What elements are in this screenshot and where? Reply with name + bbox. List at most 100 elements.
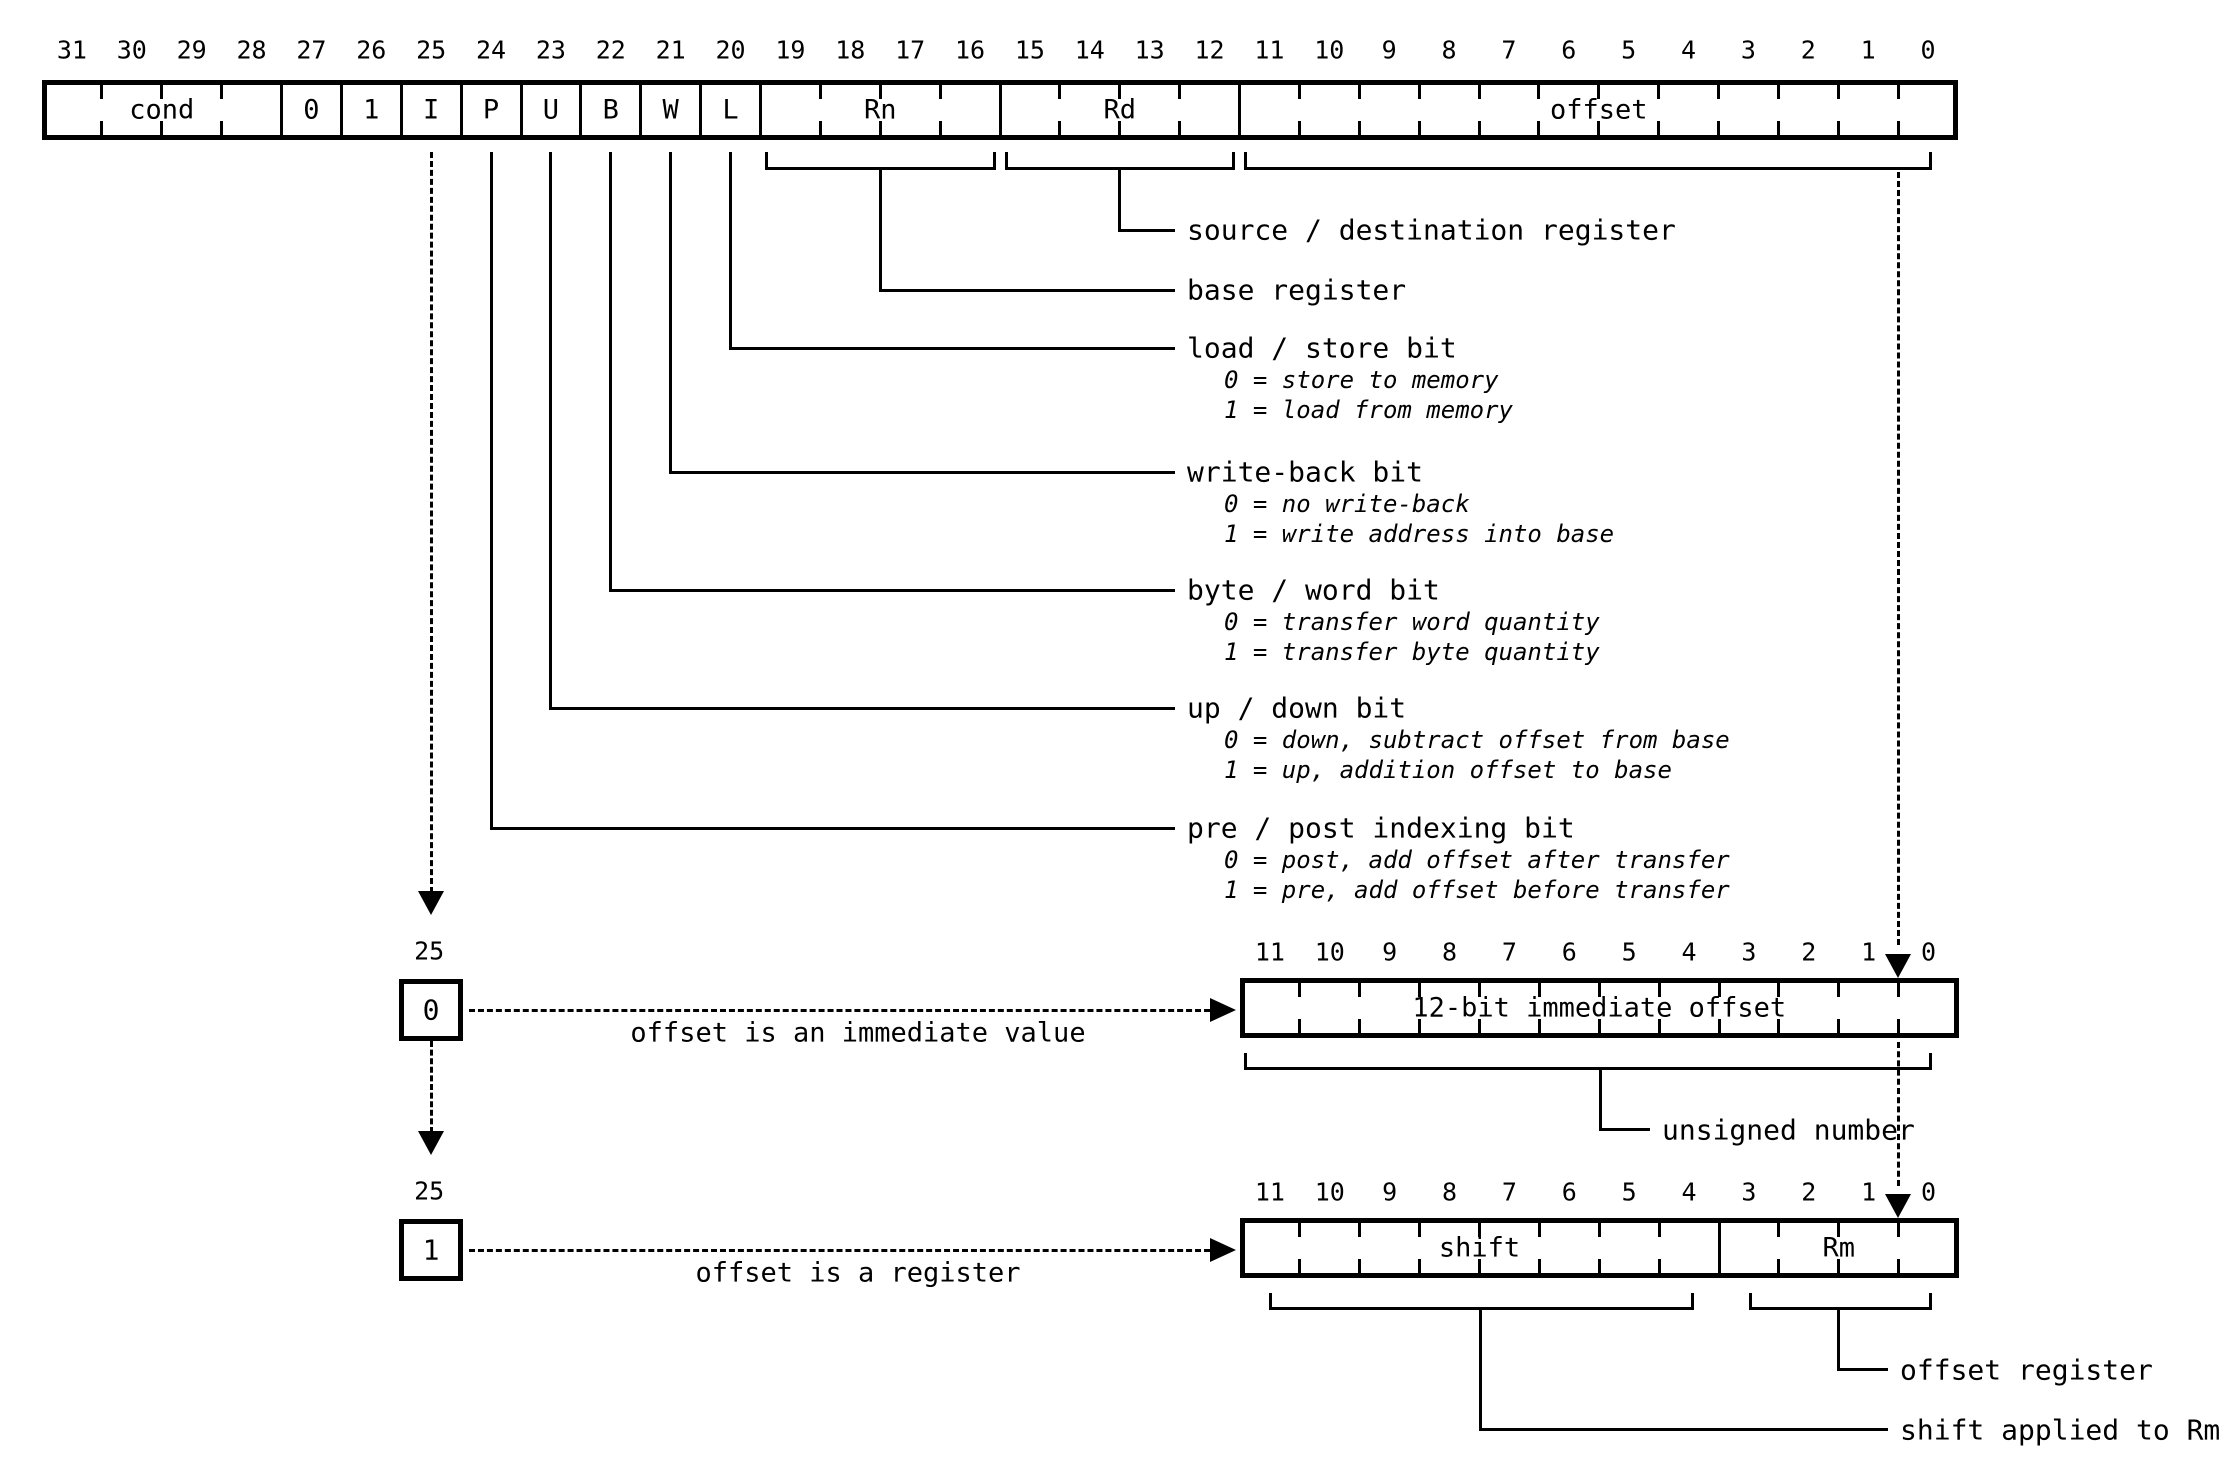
tick-mark bbox=[818, 85, 822, 99]
offset-register-line bbox=[1838, 1367, 1888, 1371]
arrow-down bbox=[1885, 954, 1911, 978]
arrow-right bbox=[1210, 998, 1236, 1022]
bit-label-top-3: 3 bbox=[1740, 35, 1756, 65]
field-divider bbox=[699, 85, 703, 135]
bracket-line bbox=[1750, 1306, 1930, 1310]
annotation-sub-write-back-bit-0: 0 = no write-back bbox=[1224, 490, 1470, 518]
tick-mark bbox=[1657, 121, 1661, 135]
bracket-tick bbox=[1928, 1293, 1932, 1310]
field-divider bbox=[280, 85, 283, 135]
bit-label-top-11: 11 bbox=[1254, 35, 1285, 65]
bit-label-shift-rm-1: 1 bbox=[1861, 1177, 1877, 1207]
annotation-sub-load-store-bit-0: 0 = store to memory bbox=[1224, 366, 1499, 394]
bit-label-immediate-4: 4 bbox=[1681, 937, 1697, 967]
i-bit-dashed-line bbox=[429, 1041, 433, 1133]
annotation-stem-write-back-bit bbox=[669, 152, 673, 474]
i-bit-value-1: 1 bbox=[422, 1233, 440, 1267]
bit-label-top-20: 20 bbox=[715, 35, 746, 65]
tick-mark bbox=[1597, 1259, 1601, 1273]
tick-mark bbox=[1896, 121, 1900, 135]
bit-label-shift-rm-10: 10 bbox=[1314, 1177, 1345, 1207]
tick-mark bbox=[878, 121, 882, 135]
tick-mark bbox=[1597, 121, 1601, 135]
annotation-line-byte-word-bit bbox=[610, 588, 1175, 592]
register-dashed-line bbox=[469, 1248, 1210, 1252]
tick-mark bbox=[1597, 983, 1601, 997]
field-shift-rm-rm: Rm bbox=[1822, 1232, 1856, 1264]
annotation-stem-base-register bbox=[878, 168, 882, 292]
tick-mark bbox=[1297, 85, 1301, 99]
bit-label-immediate-7: 7 bbox=[1501, 937, 1517, 967]
tick-mark bbox=[1178, 85, 1182, 99]
tick-mark bbox=[1657, 1019, 1661, 1033]
annotation-sub-pre-post-indexing-bit-0: 0 = post, add offset after transfer bbox=[1224, 846, 1730, 874]
field-top-1: 1 bbox=[363, 94, 380, 126]
field-immediate-12-bit-immediate-offset: 12-bit immediate offset bbox=[1412, 992, 1787, 1024]
annotation-line-write-back-bit bbox=[670, 470, 1175, 474]
bit-label-top-30: 30 bbox=[116, 35, 147, 65]
caption-offset-immediate: offset is an immediate value bbox=[630, 1017, 1086, 1049]
tick-mark bbox=[1717, 983, 1721, 997]
tick-mark bbox=[1837, 983, 1841, 997]
i-bit-dashed-line bbox=[429, 152, 433, 893]
annotation-label-base-register: base register bbox=[1187, 273, 1407, 307]
tick-mark bbox=[1297, 121, 1301, 135]
tick-mark bbox=[1418, 1223, 1422, 1237]
tick-mark bbox=[100, 85, 104, 99]
bit-label-top-19: 19 bbox=[775, 35, 806, 65]
tick-mark bbox=[1298, 1259, 1302, 1273]
bracket-tick bbox=[1928, 1053, 1932, 1070]
tick-mark bbox=[1777, 983, 1781, 997]
bit-label-top-9: 9 bbox=[1381, 35, 1397, 65]
tick-mark bbox=[1657, 85, 1661, 99]
bit-label-immediate-3: 3 bbox=[1741, 937, 1757, 967]
tick-mark bbox=[1776, 121, 1780, 135]
tick-mark bbox=[160, 85, 164, 99]
bit-label-top-16: 16 bbox=[955, 35, 986, 65]
caption-offset-register: offset is a register bbox=[695, 1257, 1021, 1289]
tick-mark bbox=[938, 85, 942, 99]
field-top-rn: Rn bbox=[863, 94, 897, 126]
tick-mark bbox=[1836, 85, 1840, 99]
bit-label-top-6: 6 bbox=[1561, 35, 1577, 65]
field-top-i: I bbox=[423, 94, 440, 126]
i-bit-value-box-0 bbox=[399, 979, 463, 1041]
field-top-0: 0 bbox=[303, 94, 320, 126]
tick-mark bbox=[1418, 1019, 1422, 1033]
tick-mark bbox=[1897, 1019, 1901, 1033]
annotation-line-base-register bbox=[880, 288, 1175, 292]
bit-label-shift-rm-11: 11 bbox=[1254, 1177, 1285, 1207]
bit-label-top-22: 22 bbox=[595, 35, 626, 65]
tick-mark bbox=[1537, 1223, 1541, 1237]
arrow-down bbox=[418, 891, 445, 915]
tick-mark bbox=[100, 121, 104, 135]
bit-label-top-10: 10 bbox=[1314, 35, 1345, 65]
tick-mark bbox=[1358, 1019, 1362, 1033]
arrow-down bbox=[1885, 1194, 1911, 1218]
bit-label-top-7: 7 bbox=[1501, 35, 1517, 65]
field-divider bbox=[759, 85, 762, 135]
bit-label-top-18: 18 bbox=[835, 35, 866, 65]
tick-mark bbox=[1537, 983, 1541, 997]
bit-label-top-23: 23 bbox=[535, 35, 566, 65]
arrow-right bbox=[1210, 1238, 1236, 1262]
field-divider bbox=[998, 85, 1002, 135]
bit-label-top-14: 14 bbox=[1074, 35, 1105, 65]
tick-mark bbox=[220, 85, 224, 99]
bracket-tick bbox=[1928, 152, 1932, 170]
tick-mark bbox=[1897, 1259, 1901, 1273]
field-divider bbox=[1238, 85, 1241, 135]
tick-mark bbox=[818, 121, 822, 135]
tick-mark bbox=[1777, 1019, 1781, 1033]
tick-mark bbox=[1178, 121, 1182, 135]
tick-mark bbox=[1418, 1259, 1422, 1273]
tick-mark bbox=[220, 121, 224, 135]
tick-mark bbox=[1897, 1223, 1901, 1237]
tick-mark bbox=[1597, 85, 1601, 99]
annotation-label-source-destination-register: source / destination register bbox=[1187, 213, 1676, 247]
annotation-sub-up-down-bit-1: 1 = up, addition offset to base bbox=[1224, 756, 1672, 784]
annotation-sub-up-down-bit-0: 0 = down, subtract offset from base bbox=[1224, 726, 1730, 754]
tick-mark bbox=[1717, 85, 1720, 99]
bracket-line bbox=[1245, 166, 1930, 170]
